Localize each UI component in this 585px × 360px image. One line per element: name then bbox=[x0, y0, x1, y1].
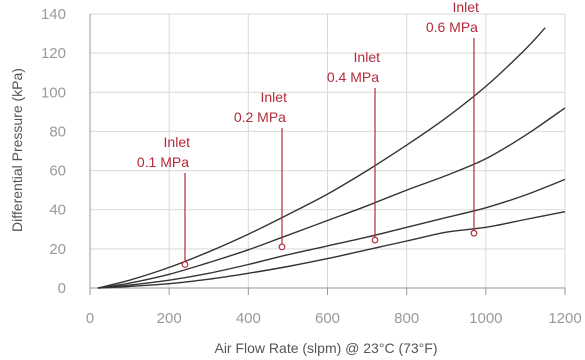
series-line bbox=[97, 178, 566, 289]
y-tick-label: 0 bbox=[58, 280, 66, 297]
x-axis-title: Air Flow Rate (slpm) @ 23°C (73°F) bbox=[214, 340, 437, 356]
x-tick-label: 600 bbox=[315, 310, 340, 327]
y-tick-label: 120 bbox=[41, 45, 66, 62]
annotation-pressure-label: 0.6 MPa bbox=[426, 19, 478, 35]
y-tick-label: 80 bbox=[49, 123, 66, 140]
y-tick-label: 40 bbox=[49, 202, 66, 219]
y-tick-label: 140 bbox=[41, 6, 66, 23]
x-tick-label: 0 bbox=[86, 310, 94, 327]
annotation-inlet-label: Inlet bbox=[452, 0, 479, 15]
x-tick-label: 800 bbox=[394, 310, 419, 327]
y-axis-title: Differential Pressure (kPa) bbox=[9, 68, 25, 232]
annotation-marker bbox=[470, 229, 478, 237]
y-tick-labels: 0 20 40 60 80 100 120 140 bbox=[41, 6, 66, 297]
x-tick-label: 400 bbox=[236, 310, 261, 327]
annotation-pressure-label: 0.1 MPa bbox=[137, 154, 189, 170]
annotation-marker bbox=[278, 243, 286, 251]
y-tick-label: 100 bbox=[41, 84, 66, 101]
y-tick-label: 60 bbox=[49, 163, 66, 180]
series-line bbox=[97, 27, 546, 289]
annotations: Inlet 0.1 MPa Inlet 0.2 MPa Inlet 0.4 MPa Inle… bbox=[137, 0, 479, 268]
series-lines bbox=[97, 27, 566, 289]
annotation-pressure-label: 0.4 MPa bbox=[327, 69, 379, 85]
x-tick-labels: 0 200 400 600 800 1000 1200 bbox=[86, 310, 582, 327]
x-tick-label: 1200 bbox=[548, 310, 581, 327]
annotation-inlet-label: Inlet bbox=[354, 49, 381, 65]
series-line bbox=[97, 107, 566, 289]
series-line bbox=[97, 211, 566, 289]
axes bbox=[89, 14, 566, 295]
x-tick-label: 1000 bbox=[469, 310, 502, 327]
annotation-inlet-label: Inlet bbox=[261, 89, 288, 105]
annotation-pressure-label: 0.2 MPa bbox=[234, 109, 286, 125]
annotation-inlet-label: Inlet bbox=[164, 134, 191, 150]
grid bbox=[90, 13, 566, 288]
y-tick-label: 20 bbox=[49, 241, 66, 258]
annotation-marker bbox=[371, 236, 379, 244]
annotation-marker bbox=[181, 261, 189, 268]
x-tick-label: 200 bbox=[157, 310, 182, 327]
